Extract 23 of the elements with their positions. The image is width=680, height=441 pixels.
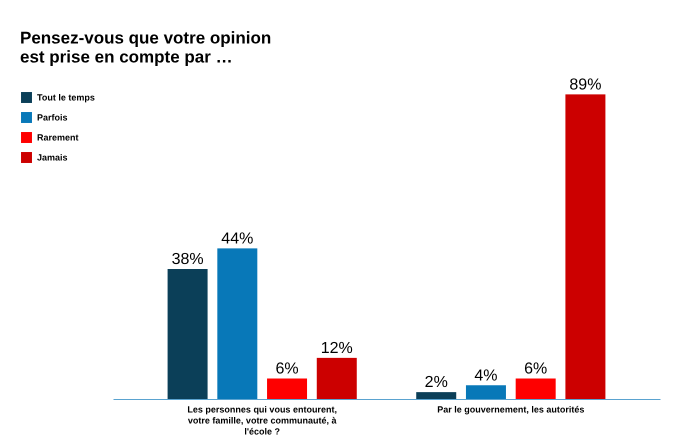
bar: [565, 94, 606, 399]
bar: [416, 392, 456, 399]
legend-label: Jamais: [37, 152, 68, 162]
data-label: 89%: [569, 76, 602, 94]
data-label: 6%: [275, 360, 299, 378]
x-tick-label: Les personnes qui vous entourent, votre famille, votre communauté, à l'école ?: [187, 404, 338, 436]
data-label: 38%: [172, 250, 204, 268]
bar: [267, 378, 308, 399]
data-label: 44%: [221, 230, 254, 248]
legend-label: Parfois: [37, 112, 68, 122]
chart-title: Pensez-vous que votre opinion est prise en compte par …: [20, 28, 272, 66]
data-label: 6%: [524, 360, 548, 378]
legend-label: Rarement: [37, 132, 79, 142]
data-label: 4%: [474, 367, 498, 384]
bar: [217, 248, 258, 399]
bar: [316, 358, 357, 399]
data-label: 12%: [320, 340, 353, 357]
data-label: 2%: [424, 374, 448, 392]
bar: [168, 268, 208, 399]
x-tick-label: Par le gouvernement, les autorités: [437, 404, 584, 414]
bar: [516, 378, 556, 399]
legend-label: Tout le temps: [37, 92, 95, 102]
bar: [466, 385, 506, 399]
